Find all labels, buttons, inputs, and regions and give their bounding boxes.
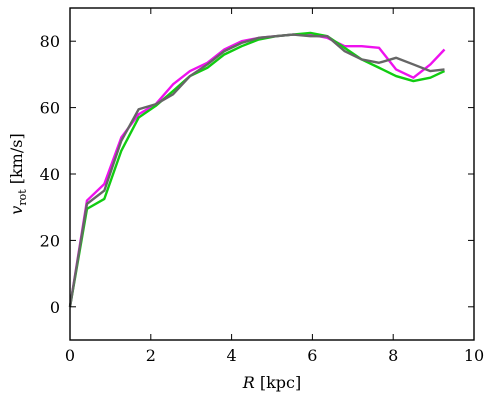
x-tick-label: 10	[464, 346, 484, 365]
x-tick-label: 0	[65, 346, 75, 365]
x-axis-label: R [kpc]	[242, 373, 302, 392]
y-axis-label-var: v	[7, 206, 26, 215]
y-tick-label: 60	[40, 99, 60, 118]
y-tick-label: 40	[40, 165, 60, 184]
y-tick-label: 0	[50, 298, 60, 317]
series-layer	[68, 31, 446, 308]
x-ticks: 0 2 4 6 8 10	[65, 8, 484, 365]
series-line-2	[68, 31, 446, 308]
x-axis-label-unit: [kpc]	[255, 373, 301, 392]
x-tick-label: 8	[388, 346, 398, 365]
series-line-3	[68, 33, 445, 307]
x-axis-label-var: R	[242, 373, 255, 392]
x-tick-label: 6	[307, 346, 317, 365]
x-tick-label: 2	[146, 346, 156, 365]
x-tick-label: 4	[227, 346, 237, 365]
plot-frame	[69, 7, 475, 341]
series-line-1	[68, 33, 446, 307]
y-tick-label: 80	[40, 32, 60, 51]
y-axis-label-sub: rot	[16, 189, 29, 206]
y-tick-label: 20	[40, 231, 60, 250]
y-ticks: 0 20 40 60 80	[40, 32, 474, 317]
y-axis-label: vrot [km/s]	[7, 133, 29, 214]
y-axis-label-unit: [km/s]	[7, 133, 26, 189]
